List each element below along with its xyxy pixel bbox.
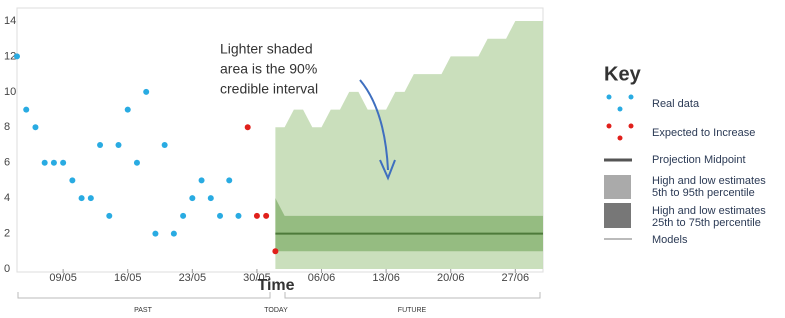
legend-symbol xyxy=(604,175,631,199)
credible-band xyxy=(275,198,543,252)
data-point xyxy=(189,195,196,202)
legend-label: High and low estimates xyxy=(652,175,766,187)
annotation-line: area is the 90% xyxy=(220,61,317,77)
annotation-arrow xyxy=(359,79,389,171)
y-tick-label: 14 xyxy=(4,15,16,27)
legend-symbol xyxy=(617,106,623,112)
data-point xyxy=(253,212,260,219)
x-axis-label: Time xyxy=(257,277,294,294)
y-tick-label: 2 xyxy=(4,227,10,239)
legend-label: High and low estimates xyxy=(652,205,766,217)
data-point xyxy=(180,212,187,219)
timeline-label: FUTURE xyxy=(398,307,427,314)
data-point xyxy=(263,212,270,219)
data-point xyxy=(170,230,177,237)
y-tick-label: 6 xyxy=(4,157,10,169)
legend-symbol xyxy=(604,203,631,228)
annotation: Lighter shaded area is the 90% credible … xyxy=(220,41,396,181)
legend-label: 5th to 95th percentile xyxy=(652,187,755,199)
data-point xyxy=(69,177,76,184)
past-bracket xyxy=(17,292,271,299)
legend-label: Models xyxy=(652,234,688,246)
x-tick-label: 09/05 xyxy=(49,272,77,284)
legend: Real data Expected to Increase Projectio… xyxy=(604,94,766,246)
future-bracket xyxy=(284,292,541,299)
data-point xyxy=(41,159,48,166)
data-point xyxy=(217,212,224,219)
data-point xyxy=(14,53,20,60)
credible-band xyxy=(275,21,543,269)
x-tick-label: 23/05 xyxy=(179,272,207,284)
legend-symbol xyxy=(606,123,612,129)
legend-symbol xyxy=(606,94,612,100)
data-point xyxy=(23,106,30,113)
legend-symbol xyxy=(628,123,634,129)
data-point xyxy=(60,159,67,166)
legend-label: 25th to 75th percentile xyxy=(652,217,761,229)
data-point xyxy=(143,88,150,95)
data-point xyxy=(207,195,214,202)
data-point xyxy=(198,177,205,184)
data-point xyxy=(78,195,85,202)
data-point xyxy=(235,212,242,219)
x-tick-label: 20/06 xyxy=(437,272,465,284)
y-tick-label: 10 xyxy=(4,86,16,98)
legend-title: Key xyxy=(604,63,642,85)
plot: 0 2 4 6 8 10 12 14 09/05 16/05 23/05 30/05 06/06 13/0… xyxy=(4,15,543,284)
legend-symbol xyxy=(617,135,623,141)
x-tick-label: 27/06 xyxy=(502,272,530,284)
y-tick-label: 4 xyxy=(4,192,10,204)
legend-label: Projection Midpoint xyxy=(652,154,746,166)
x-tick-label: 16/05 xyxy=(114,272,142,284)
annotation-line: Lighter shaded xyxy=(220,41,313,57)
data-point xyxy=(87,195,94,202)
data-point xyxy=(272,248,279,255)
data-point xyxy=(106,212,113,219)
data-point xyxy=(244,124,251,131)
annotation-line: credible interval xyxy=(220,81,318,97)
data-point xyxy=(152,230,159,237)
timeline-label: TODAY xyxy=(264,307,288,314)
data-point xyxy=(161,142,168,148)
legend-symbol xyxy=(628,94,634,100)
timeline xyxy=(17,292,541,299)
data-point xyxy=(50,159,57,166)
y-tick-label: 0 xyxy=(4,263,10,275)
x-tick-label: 13/06 xyxy=(372,272,400,284)
x-tick-label: 06/06 xyxy=(308,272,336,284)
data-point xyxy=(97,142,104,148)
data-point xyxy=(32,124,39,131)
legend-label: Expected to Increase xyxy=(652,127,755,139)
data-point xyxy=(226,177,233,184)
annotation-arrowhead xyxy=(379,159,396,181)
timeline-label: PAST xyxy=(134,307,152,314)
data-point xyxy=(133,159,140,166)
x-tick-label: 30/05 xyxy=(243,272,271,284)
y-tick-label: 12 xyxy=(4,50,16,62)
data-point xyxy=(115,142,122,148)
data-point xyxy=(124,106,131,113)
y-tick-label: 8 xyxy=(4,121,10,133)
legend-label: Real data xyxy=(652,98,700,110)
